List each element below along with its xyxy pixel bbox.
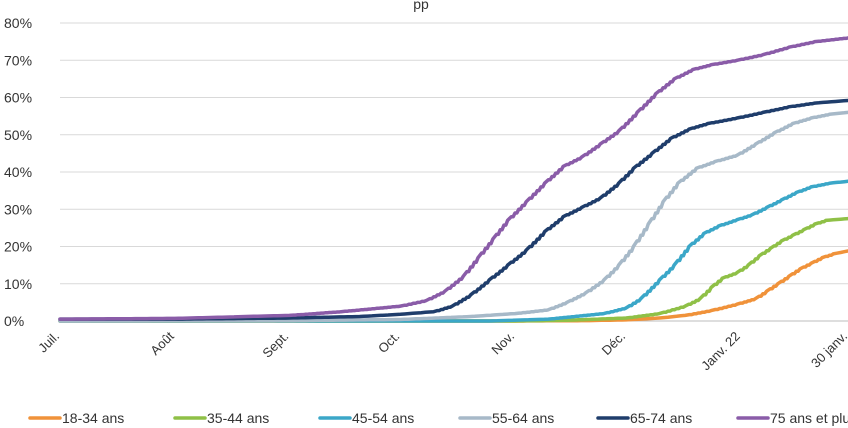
legend-label: 55-64 ans — [492, 410, 554, 426]
y-tick-label: 40% — [4, 164, 32, 180]
chart-title-fragment: pp — [413, 0, 429, 12]
x-tick-label: Janv. 22 — [698, 329, 743, 374]
legend-label: 35-44 ans — [207, 410, 269, 426]
x-tick-label: 30 janv. — [808, 329, 848, 371]
y-tick-label: 30% — [4, 201, 32, 217]
legend-label: 75 ans et plus — [770, 410, 848, 426]
series-line-5 — [58, 36, 848, 321]
x-tick-label: Août — [147, 328, 177, 358]
legend-label: 45-54 ans — [352, 410, 414, 426]
y-tick-label: 70% — [4, 52, 32, 68]
series-line-2 — [58, 179, 848, 323]
legend-label: 18-34 ans — [62, 410, 124, 426]
x-tick-label: Déc. — [599, 329, 629, 359]
y-tick-label: 50% — [4, 127, 32, 143]
gridlines — [60, 22, 848, 322]
x-axis: Juil. Août Sept. Oct. Nov. Déc. Janv. 22 30 jan… — [35, 328, 848, 373]
legend: 18-34 ans 35-44 ans 45-54 ans 55-64 ans 65-7… — [28, 410, 848, 426]
x-tick-label: Juil. — [35, 329, 62, 356]
x-tick-label: Sept. — [259, 329, 291, 361]
y-axis: 0% 10% 20% 30% 40% 50% 60% 70% 80% — [4, 15, 32, 329]
y-tick-label: 10% — [4, 276, 32, 292]
series-line-3 — [58, 110, 848, 323]
y-tick-label: 80% — [4, 15, 32, 31]
legend-label: 65-74 ans — [630, 410, 692, 426]
x-tick-label: Nov. — [488, 329, 517, 358]
series-line-4 — [58, 98, 848, 321]
y-tick-label: 0% — [4, 313, 24, 329]
y-tick-label: 20% — [4, 239, 32, 255]
x-tick-label: Oct. — [375, 329, 402, 356]
series-lines — [58, 36, 848, 323]
y-tick-label: 60% — [4, 90, 32, 106]
